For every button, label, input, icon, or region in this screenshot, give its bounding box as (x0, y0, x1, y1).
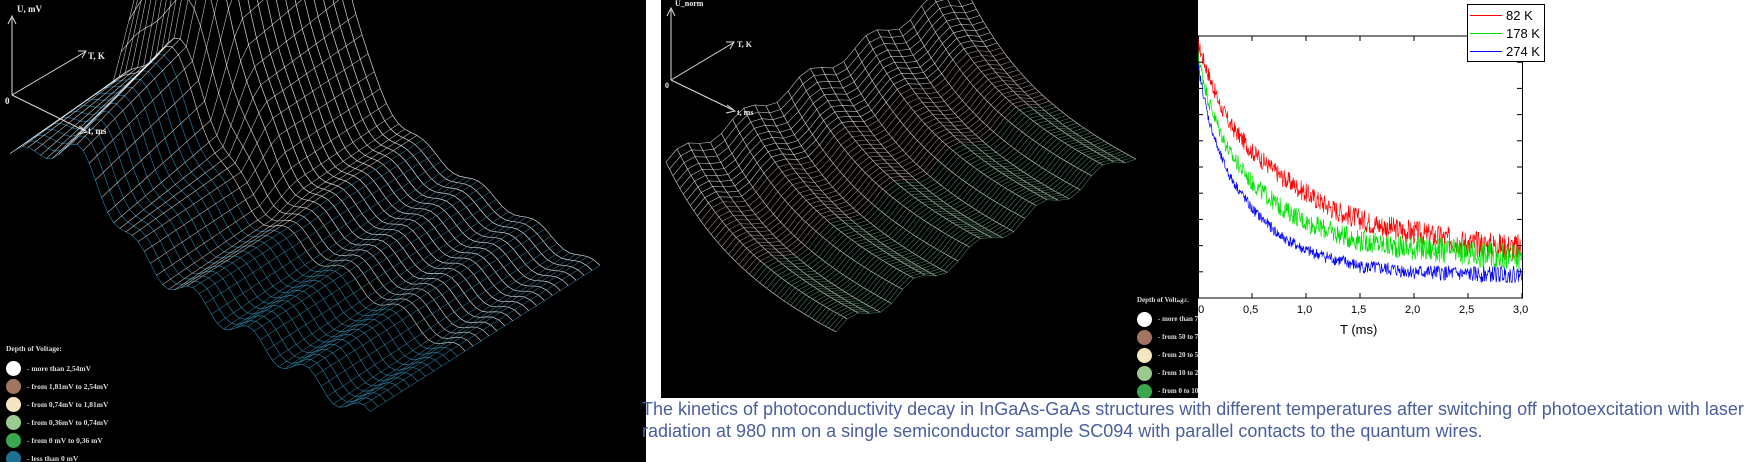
axes-triad-absolute (7, 14, 89, 135)
legend-swatch (1137, 347, 1152, 363)
legend-item: - from 0,36mV to 0,74mV (6, 413, 108, 431)
legend-swatch (6, 360, 21, 376)
legend-label: - from 0,74mV to 1,81mV (27, 399, 109, 409)
legend-label: - from 0,36mV to 0,74mV (27, 417, 109, 427)
legend-title: Depth of Voltage: (1137, 296, 1190, 304)
legend-swatch (1137, 383, 1152, 398)
legend-swatch (1137, 329, 1152, 345)
legend-label: - more than 70 (1158, 315, 1198, 323)
legend-item: - from 20 to 50 (1137, 346, 1198, 364)
chart-legend-item: 274 K (1470, 43, 1540, 59)
wireframe-mesh-normalized (665, 0, 1137, 333)
axis-label-u-norm: U_norm (675, 0, 704, 8)
y-tick-label: 0,7 (1176, 107, 1192, 120)
y-tick-label: 0,8 (1176, 81, 1192, 94)
y-tick-labels: 0,0 0,1 0,2 0,3 0,4 0,5 0,6 0,7 0,8 0,9 1,0 (1170, 0, 1196, 398)
axis-origin: 0 (665, 81, 669, 90)
y-tick-label: 0,5 (1176, 160, 1192, 172)
chart-legend-item: 178 K (1470, 25, 1540, 41)
y-axis-title: U (norm) (1148, 141, 1164, 194)
legend-item: - from 10 to 20 (1137, 364, 1198, 382)
axis-origin: 0 (5, 96, 10, 106)
legend-item: - more than 70 (1137, 310, 1198, 328)
axis-label-time: t, ms (737, 108, 753, 117)
chart-legend-swatch (1470, 50, 1502, 52)
chart-legend: 82 K 178 K 274 K (1467, 4, 1545, 62)
chart-legend-label: 178 K (1506, 25, 1540, 41)
x-tick-label: 1,0 (1297, 304, 1313, 316)
legend-label: - from 50 to 70 (1158, 333, 1198, 341)
legend-label: - from 20 to 50 (1158, 351, 1198, 359)
x-axis-title: T (ms) (1340, 322, 1378, 337)
axis-label-temperature: T, K (737, 40, 753, 49)
plot-area (1198, 35, 1523, 299)
legend-item: - from 0,74mV to 1,81mV (6, 395, 108, 413)
legend-item: - more than 2,54mV (6, 359, 108, 377)
y-tick-label: 1,0 (1176, 29, 1192, 41)
decay-chart (1198, 0, 1753, 398)
y-tick-label: 0,6 (1176, 133, 1192, 146)
surface-plot-normalized: U_norm T, K t, ms 0 Depth of Voltage: - … (661, 0, 1198, 398)
legend-label: - more than 2,54mV (27, 363, 92, 373)
legend-item: - less than 0 mV (6, 449, 108, 462)
legend-label: - from 0 to 10 (1158, 387, 1198, 395)
chart-legend-swatch (1470, 32, 1502, 34)
decay-chart-svg (1198, 35, 1523, 299)
legend-item: - from 0 to 10 (1137, 382, 1198, 398)
legend-title: Depth of Voltage: (6, 344, 62, 353)
legend-swatch (6, 414, 21, 430)
y-tick-label: 0,9 (1176, 55, 1192, 68)
y-tick-label: 0,4 (1176, 186, 1192, 199)
chart-legend-label: 274 K (1506, 43, 1540, 59)
axis-label-time: t, ms (88, 126, 107, 136)
y-tick-label: 0,3 (1176, 212, 1192, 225)
legend-label: - from 10 to 20 (1158, 369, 1198, 377)
axis-label-u: U, mV (17, 4, 42, 14)
x-tick-label: 0,0 (1189, 304, 1205, 316)
legend-swatch (6, 432, 21, 448)
legend-label: - from 1,81mV to 2,54mV (27, 381, 109, 391)
legend-item: - from 0 mV to 0,36 mV (6, 431, 108, 449)
surface-plot-normalized-svg: U_norm T, K t, ms 0 (665, 0, 1137, 333)
legend-item: - from 50 to 70 (1137, 328, 1198, 346)
axis-label-temperature: T, K (88, 51, 105, 61)
legend-swatch (6, 396, 21, 412)
legend-label: - less than 0 mV (27, 453, 79, 462)
surface-plot-absolute-svg: U, mV T, K t, ms 0 (5, 0, 601, 412)
figure-caption: The kinetics of photoconductivity decay … (642, 399, 1744, 441)
x-tick-label: 0,5 (1243, 304, 1259, 316)
wireframe-mesh-absolute (9, 0, 601, 412)
x-tick-label: 3,0 (1513, 304, 1529, 316)
legend-item: - from 1,81mV to 2,54mV (6, 377, 108, 395)
axes-triad-normalized (666, 6, 737, 114)
chart-legend-label: 82 K (1506, 7, 1533, 23)
chart-legend-item: 82 K (1470, 7, 1533, 23)
y-tick-label: 0,0 (1176, 291, 1192, 303)
legend-swatch (1137, 311, 1152, 327)
x-tick-label: 1,5 (1351, 304, 1367, 316)
voltage-legend-normalized: Depth of Voltage: - more than 70 - from 5… (1137, 296, 1198, 398)
legend-label: - from 0 mV to 0,36 mV (27, 435, 103, 445)
legend-swatch (6, 450, 21, 462)
x-tick-label: 2,0 (1405, 304, 1421, 316)
series-line (1198, 50, 1523, 272)
x-tick-labels: 0,0 0,5 1,0 1,5 2,0 2,5 3,0 (1180, 304, 1540, 320)
surface-plot-absolute: U, mV T, K t, ms 0 Depth of Voltage: - m… (0, 0, 646, 462)
legend-swatch (6, 378, 21, 394)
x-tick-label: 2,5 (1459, 304, 1475, 316)
chart-legend-swatch (1470, 14, 1502, 16)
y-tick-label: 0,2 (1176, 238, 1192, 251)
voltage-legend-absolute: Depth of Voltage: - more than 2,54mV - fr… (6, 344, 108, 462)
legend-swatch (1137, 365, 1152, 381)
y-tick-label: 0,1 (1176, 264, 1192, 277)
series-line (1198, 37, 1523, 261)
series-line (1198, 63, 1523, 284)
